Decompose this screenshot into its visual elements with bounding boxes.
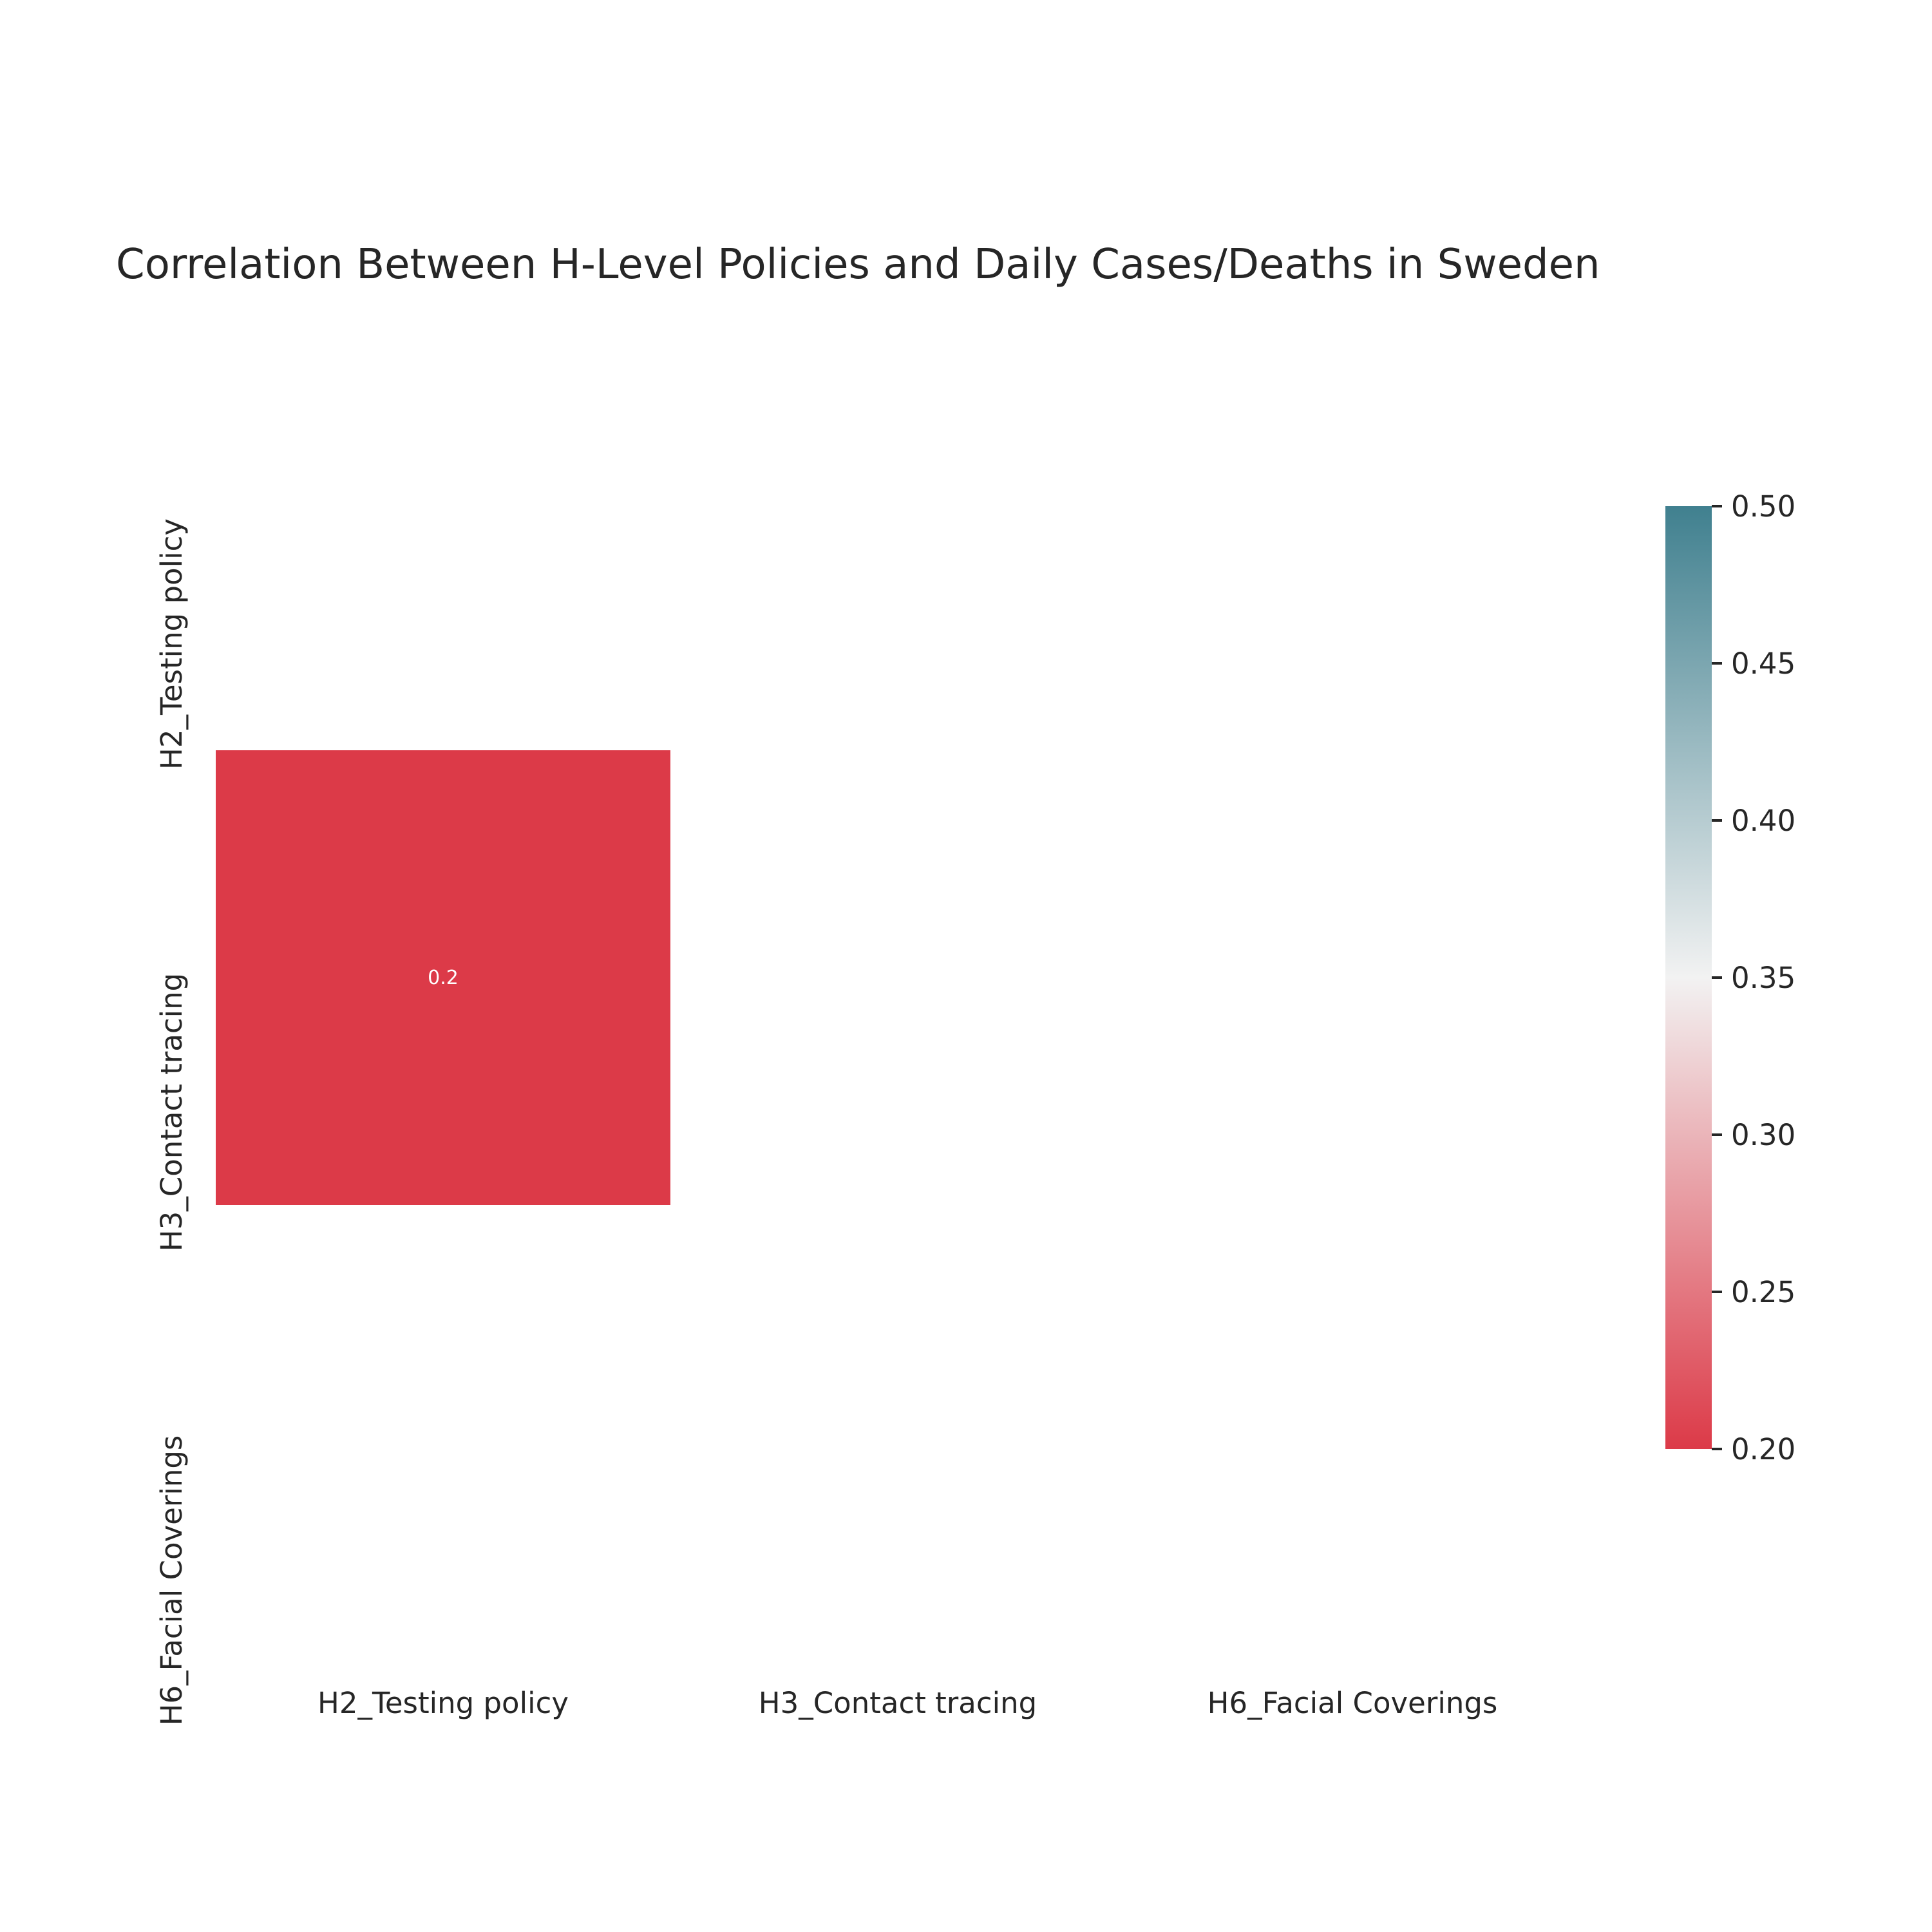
column-labels: H2_Testing policy H3_Contact tracing H6_Fa… — [317, 1686, 1497, 1720]
colorbar-tick-label: 0.25 — [1731, 1275, 1795, 1309]
colorbar-gradient — [1665, 506, 1712, 1449]
colorbar-tick-label: 0.50 — [1731, 489, 1795, 524]
row-label: H3_Contact tracing — [155, 973, 189, 1251]
colorbar: 0.20 0.25 0.30 0.35 0.40 0.45 0.50 — [1665, 489, 1795, 1466]
colorbar-tick-label: 0.35 — [1731, 961, 1795, 995]
colorbar-tick-label: 0.30 — [1731, 1118, 1795, 1152]
cell-annotation: 0.2 — [428, 967, 459, 989]
colorbar-tick-label: 0.45 — [1731, 647, 1795, 681]
colorbar-tick-label: 0.40 — [1731, 804, 1795, 838]
chart-title: Correlation Between H-Level Policies and… — [116, 241, 1600, 289]
column-label: H6_Facial Coverings — [1208, 1686, 1498, 1720]
row-labels: H2_Testing policy H3_Contact tracing H6_Fa… — [155, 518, 189, 1725]
row-label: H6_Facial Coverings — [155, 1435, 189, 1726]
column-label: H2_Testing policy — [317, 1686, 569, 1720]
colorbar-tick-label: 0.20 — [1731, 1432, 1795, 1466]
row-label: H2_Testing policy — [155, 518, 189, 770]
column-label: H3_Contact tracing — [759, 1686, 1037, 1720]
heatmap-cell — [216, 750, 670, 1205]
heatmap-cells: 0.2 — [216, 750, 670, 1205]
